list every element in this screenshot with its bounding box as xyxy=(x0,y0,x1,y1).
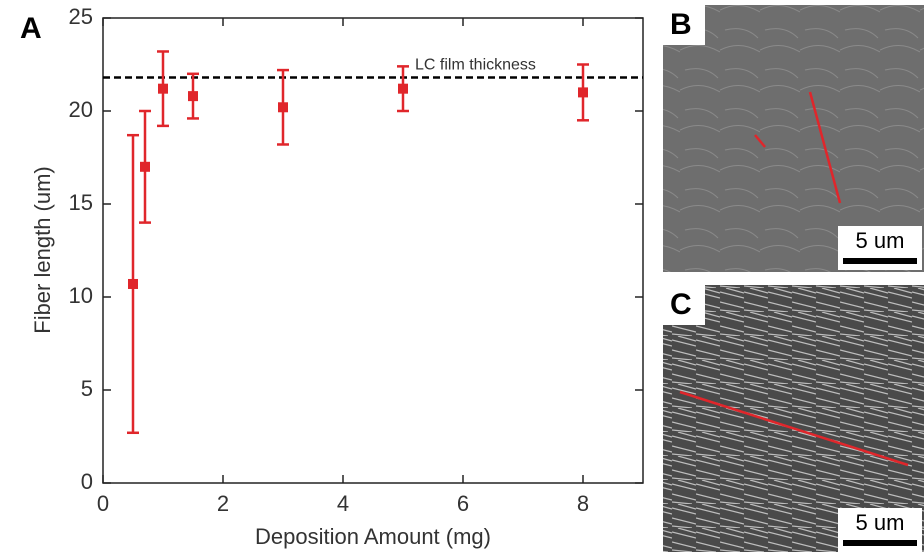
arrow xyxy=(754,134,766,148)
y-tick-label: 5 xyxy=(81,376,93,401)
point xyxy=(140,161,150,172)
y-tick-label: 0 xyxy=(81,469,93,494)
panel-label: C xyxy=(670,288,692,321)
point xyxy=(278,102,288,113)
label-box xyxy=(663,5,705,45)
scale-bar xyxy=(843,258,917,264)
x-tick-label: 0 xyxy=(97,491,109,516)
point xyxy=(578,87,588,98)
point xyxy=(158,83,168,94)
scale-label: 5 um xyxy=(856,510,905,535)
y-tick-label: 20 xyxy=(69,97,93,122)
x-tick-label: 2 xyxy=(217,491,229,516)
micrograph xyxy=(663,285,924,552)
scale-bar xyxy=(843,540,917,546)
image-panel-b: B 5 um xyxy=(663,5,924,272)
y-tick-label: 25 xyxy=(69,4,93,29)
y-axis-label: Fiber length (um) xyxy=(30,166,55,334)
arrow xyxy=(808,91,842,204)
x-tick-label: 6 xyxy=(457,491,469,516)
x-axis-label: Deposition Amount (mg) xyxy=(255,524,491,549)
label-box xyxy=(663,285,705,325)
point xyxy=(128,278,138,289)
y-tick-label: 15 xyxy=(69,190,93,215)
reference-label: LC film thickness xyxy=(415,57,536,74)
y-tick-label: 10 xyxy=(69,283,93,308)
panel-label: A xyxy=(20,12,42,45)
point xyxy=(188,91,198,102)
panel-label: B xyxy=(670,8,692,41)
arrow xyxy=(679,390,909,467)
x-tick-label: 4 xyxy=(337,491,349,516)
plot-frame xyxy=(102,17,644,484)
point xyxy=(398,83,408,94)
scale-label: 5 um xyxy=(856,228,905,253)
image-panel-c: C 5 um xyxy=(663,285,924,552)
x-tick-label: 8 xyxy=(577,491,589,516)
